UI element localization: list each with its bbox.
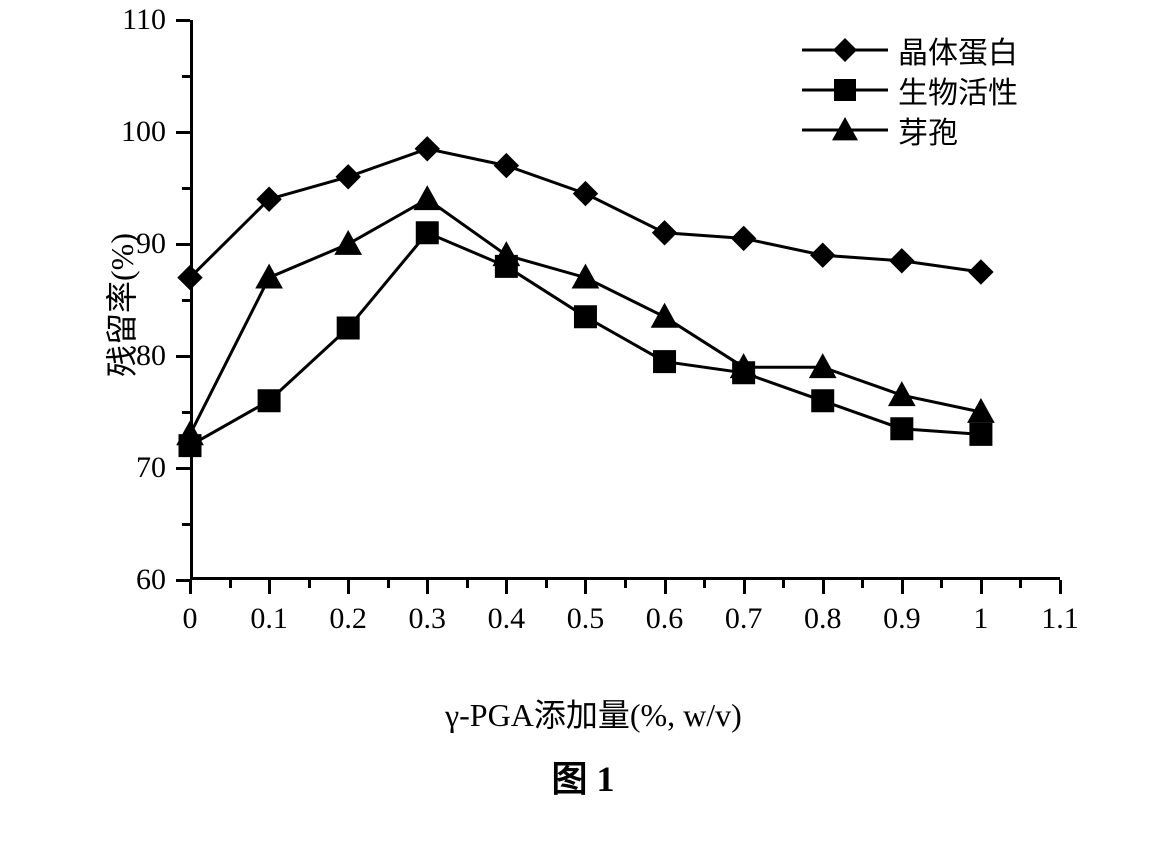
x-tick-label: 0.9 (867, 602, 937, 636)
y-tick-label: 70 (86, 451, 166, 485)
x-minor-tick (308, 580, 311, 588)
y-tick (176, 19, 190, 22)
y-tick-label: 110 (86, 3, 166, 37)
x-minor-tick (387, 580, 390, 588)
x-tick-label: 1.1 (1025, 602, 1095, 636)
y-minor-tick (182, 187, 190, 190)
y-minor-tick (182, 299, 190, 302)
x-tick (980, 580, 983, 594)
legend-item: 生物活性 (800, 70, 1018, 110)
x-tick-label: 0 (170, 602, 210, 636)
x-tick (901, 580, 904, 594)
y-tick (176, 243, 190, 246)
y-tick (176, 579, 190, 582)
x-tick (743, 580, 746, 594)
legend: 晶体蛋白生物活性芽孢 (800, 30, 1018, 150)
x-tick (584, 580, 587, 594)
square-icon (800, 75, 890, 105)
x-tick-label: 0.2 (313, 602, 383, 636)
legend-label: 生物活性 (898, 68, 1018, 112)
x-tick (664, 580, 667, 594)
x-tick-label: 0.8 (788, 602, 858, 636)
figure: 6070809010011000.10.20.30.40.50.60.70.80… (0, 0, 1166, 852)
x-tick-label: 0.5 (550, 602, 620, 636)
x-minor-tick (1019, 580, 1022, 588)
x-minor-tick (782, 580, 785, 588)
x-tick (189, 580, 192, 594)
x-tick-label: 0.7 (709, 602, 779, 636)
x-tick-label: 0.3 (392, 602, 462, 636)
x-tick (426, 580, 429, 594)
y-tick (176, 355, 190, 358)
y-minor-tick (182, 411, 190, 414)
x-minor-tick (703, 580, 706, 588)
legend-item: 芽孢 (800, 110, 1018, 150)
y-tick (176, 131, 190, 134)
x-minor-tick (466, 580, 469, 588)
diamond-icon (800, 35, 890, 65)
x-minor-tick (940, 580, 943, 588)
x-tick (347, 580, 350, 594)
x-tick-label: 1 (961, 602, 1001, 636)
x-axis-title: γ-PGA添加量(%, w/v) (445, 690, 742, 736)
figure-caption: 图 1 (0, 750, 1166, 802)
legend-item: 晶体蛋白 (800, 30, 1018, 70)
x-tick-label: 0.4 (471, 602, 541, 636)
x-tick (822, 580, 825, 594)
x-tick (268, 580, 271, 594)
x-minor-tick (229, 580, 232, 588)
x-tick-label: 0.6 (630, 602, 700, 636)
legend-label: 晶体蛋白 (898, 28, 1018, 72)
x-tick (505, 580, 508, 594)
y-tick-label: 60 (86, 563, 166, 597)
y-tick-label: 100 (86, 115, 166, 149)
x-minor-tick (545, 580, 548, 588)
x-tick (1059, 580, 1062, 594)
x-minor-tick (624, 580, 627, 588)
y-minor-tick (182, 75, 190, 78)
y-tick (176, 467, 190, 470)
y-minor-tick (182, 523, 190, 526)
legend-label: 芽孢 (898, 108, 958, 152)
y-axis-title: 残留率(%) (97, 205, 143, 405)
x-minor-tick (861, 580, 864, 588)
x-tick-label: 0.1 (234, 602, 304, 636)
triangle-icon (800, 115, 890, 145)
